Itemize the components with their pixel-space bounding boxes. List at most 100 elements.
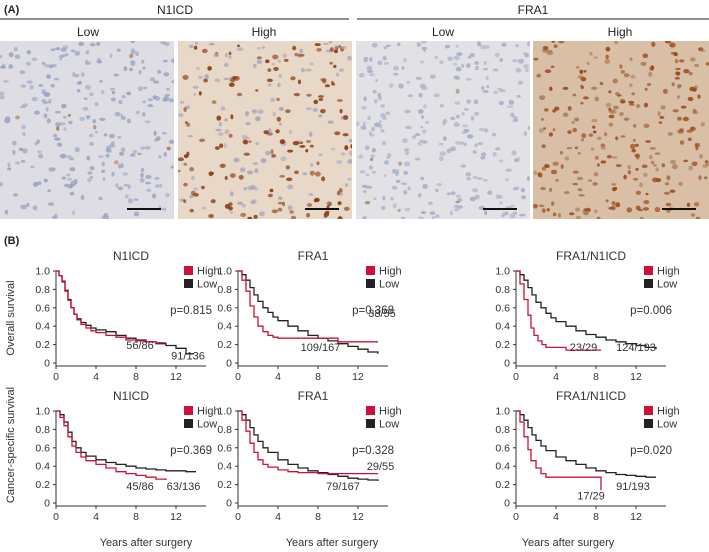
xlabel-col3: Years after surgery: [522, 537, 615, 549]
y-tick-label: 1.0: [495, 266, 510, 278]
km-curve-high: [238, 410, 378, 475]
y-tick-label: 0.4: [217, 321, 232, 333]
y-tick-label: 0.6: [217, 302, 232, 314]
km-chart-6: FRA1/N1ICD 0 0.2 0.4 0.6 0.8 1.0 0 4 8 12 17/29 91/1…: [495, 389, 679, 523]
km-curve-high: [238, 270, 378, 343]
p-value: p=0.368: [352, 305, 394, 317]
x-tick-label: 12: [630, 371, 642, 383]
legend-swatch-high: [644, 406, 653, 415]
p-value: p=0.006: [630, 305, 672, 317]
y-tick-label: 1.0: [35, 406, 50, 418]
x-tick-label: 8: [315, 371, 321, 383]
km-chart-5: FRA1 0 0.2 0.4 0.6 0.8 1.0 0 4 8 12 29/55 79/167 High…: [217, 389, 401, 523]
tile-label-n1icd-high: High: [252, 25, 277, 39]
p-value: p=0.815: [170, 305, 212, 317]
km-curve-low: [516, 410, 656, 478]
km-chart-1: N1ICD 0 0.2 0.4 0.6 0.8 1.0 0 4 8 12 56/86 91/136 Hig…: [35, 249, 219, 383]
y-tick-label: 0.6: [35, 302, 50, 314]
x-tick-label: 0: [513, 371, 519, 383]
p-value: p=0.020: [630, 445, 672, 457]
legend-swatch-low: [184, 279, 193, 288]
y-tick-label: 0.2: [217, 339, 232, 351]
chart-title: N1ICD: [113, 249, 149, 263]
y-tick-label: 0: [44, 358, 50, 370]
km-chart-3: FRA1/N1ICD 0 0.2 0.4 0.6 0.8 1.0 0 4 8 12 23/29 124/…: [495, 249, 679, 383]
legend-label-low: Low: [379, 279, 399, 291]
x-tick-label: 12: [170, 371, 182, 383]
x-tick-label: 12: [352, 511, 364, 523]
km-curve-high: [516, 410, 602, 491]
legend-label-high: High: [657, 266, 680, 278]
y-tick-label: 1.0: [217, 266, 232, 278]
y-tick-label: 0.8: [35, 284, 50, 296]
legend-swatch-low: [184, 419, 193, 428]
x-tick-label: 8: [593, 511, 599, 523]
legend-label-low: Low: [197, 279, 217, 291]
y-tick-label: 0.4: [217, 461, 232, 473]
x-tick-label: 4: [275, 511, 281, 523]
legend-label-low: Low: [657, 279, 677, 291]
km-chart-2: FRA1 0 0.2 0.4 0.6 0.8 1.0 0 4 8 12 38/55 109/167 Hig…: [217, 249, 401, 383]
y-tick-label: 1.0: [495, 406, 510, 418]
series-count-label-low: 63/136: [167, 481, 201, 493]
legend-label-high: High: [379, 266, 402, 278]
y-tick-label: 0.6: [217, 442, 232, 454]
legend-label-high: High: [657, 406, 680, 418]
xlabel-col2: Years after surgery: [286, 537, 379, 549]
series-count-label-low: 79/167: [326, 481, 360, 493]
ylabel-overall-survival: Overall survival: [5, 280, 17, 355]
chart-title: FRA1/N1ICD: [556, 389, 626, 403]
x-tick-label: 8: [315, 511, 321, 523]
x-tick-label: 4: [553, 511, 559, 523]
x-tick-label: 0: [513, 511, 519, 523]
tile-label-fra1-low: Low: [432, 25, 454, 39]
y-tick-label: 0: [504, 498, 510, 510]
y-tick-label: 0.4: [35, 321, 50, 333]
x-tick-label: 0: [53, 511, 59, 523]
series-count-label-high: 17/29: [577, 490, 605, 502]
chart-title: FRA1: [298, 249, 329, 263]
y-tick-label: 0.8: [217, 424, 232, 436]
x-tick-label: 12: [170, 511, 182, 523]
km-curve-low: [56, 410, 196, 473]
y-tick-label: 0.8: [217, 284, 232, 296]
y-tick-label: 0.2: [495, 339, 510, 351]
x-tick-label: 0: [235, 371, 241, 383]
y-tick-label: 0.6: [495, 302, 510, 314]
km-curve-high: [56, 270, 166, 344]
ylabel-cancer-specific-survival: Cancer-specific survival: [5, 387, 17, 503]
series-count-label-high: 23/29: [570, 342, 598, 354]
y-tick-label: 0.8: [495, 424, 510, 436]
km-chart-4: N1ICD 0 0.2 0.4 0.6 0.8 1.0 0 4 8 12 45/86 63/136 Hig…: [35, 389, 219, 523]
x-tick-label: 4: [93, 371, 99, 383]
y-tick-label: 0.2: [35, 339, 50, 351]
series-count-label-low: 91/193: [616, 481, 650, 493]
legend-swatch-low: [644, 419, 653, 428]
ihc-image-n1icd-low: [0, 41, 174, 219]
y-tick-label: 0.4: [35, 461, 50, 473]
y-tick-label: 0.2: [217, 479, 232, 491]
legend-label-low: Low: [379, 419, 399, 431]
legend-swatch-low: [366, 279, 375, 288]
series-count-label-high: 38/55: [368, 308, 396, 320]
x-tick-label: 0: [235, 511, 241, 523]
legend-label-low: Low: [197, 419, 217, 431]
ihc-image-fra1-high: [533, 41, 709, 219]
legend-swatch-low: [644, 279, 653, 288]
series-count-label-low: 109/167: [301, 342, 341, 354]
legend-label-high: High: [197, 406, 220, 418]
y-tick-label: 0.4: [495, 321, 510, 333]
group-title-fra1: FRA1: [518, 3, 549, 17]
p-value: p=0.328: [352, 445, 394, 457]
legend-label-low: Low: [657, 419, 677, 431]
series-count-label-low: 91/136: [171, 350, 205, 362]
x-tick-label: 0: [53, 371, 59, 383]
y-tick-label: 0: [504, 358, 510, 370]
tile-label-fra1-high: High: [608, 25, 633, 39]
x-tick-label: 8: [133, 371, 139, 383]
ihc-image-n1icd-high: [178, 41, 352, 219]
group-title-n1icd: N1ICD: [157, 3, 193, 17]
y-tick-label: 1.0: [35, 266, 50, 278]
x-tick-label: 12: [352, 371, 364, 383]
x-tick-label: 4: [553, 371, 559, 383]
